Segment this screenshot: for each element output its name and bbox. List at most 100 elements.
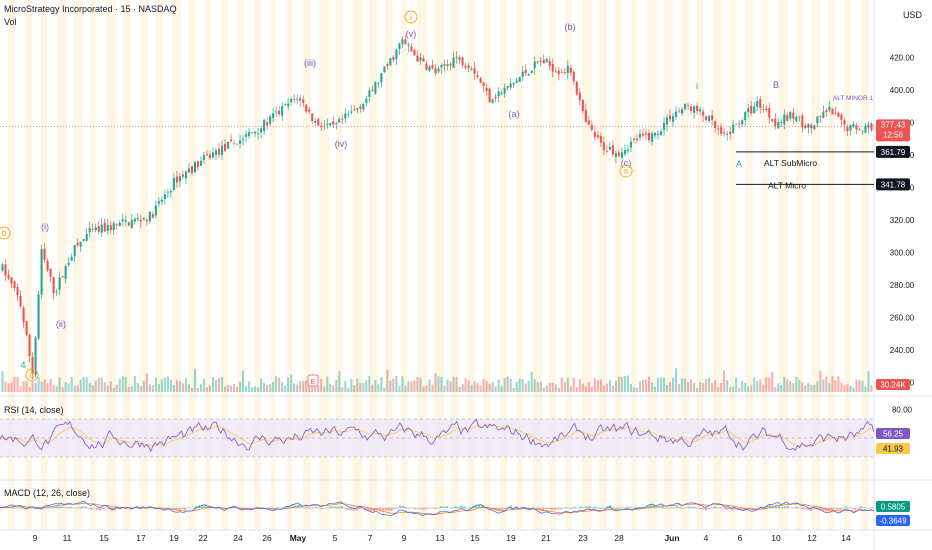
macd-histogram-bar — [332, 506, 335, 508]
macd-histogram-bar — [99, 508, 102, 511]
macd-histogram-bar — [358, 508, 361, 509]
candle-body — [464, 65, 467, 68]
session-band — [778, 0, 789, 530]
session-band — [368, 0, 378, 530]
candle-body — [169, 190, 172, 193]
macd-histogram-bar — [81, 506, 84, 508]
rsi-ma-line — [0, 425, 875, 447]
volume-bar — [296, 384, 299, 392]
macd-histogram-bar — [594, 506, 597, 508]
macd-histogram-bar — [346, 508, 350, 510]
candle-body — [136, 217, 139, 220]
macd-histogram-bar — [335, 506, 338, 508]
macd-histogram-bar — [780, 507, 784, 508]
countdown-value: 12:56 — [883, 130, 904, 139]
x-axis-tick: 10 — [771, 533, 781, 543]
session-band — [647, 0, 657, 530]
candle-body — [494, 96, 497, 99]
macd-histogram-bar — [145, 508, 148, 509]
candle-body — [43, 248, 46, 260]
macd-histogram-bar — [203, 504, 207, 508]
volume-bar — [7, 383, 10, 392]
candle-body — [40, 248, 43, 295]
session-band — [139, 0, 149, 530]
candle-body — [242, 139, 245, 140]
session-band — [40, 0, 48, 530]
volume-value: 30.24K — [880, 381, 906, 390]
macd-histogram-bar — [675, 506, 679, 508]
volume-bar — [112, 387, 115, 392]
volume-bar — [226, 384, 230, 392]
session-band — [614, 0, 622, 530]
volume-bar — [587, 381, 590, 392]
macd-histogram-bar — [565, 506, 568, 508]
macd-histogram-bar — [96, 508, 99, 510]
candle-body — [867, 124, 870, 128]
candle-body — [509, 83, 512, 88]
volume-bar — [539, 381, 542, 392]
volume-bar — [347, 387, 350, 392]
session-band — [631, 0, 637, 530]
volume-bar — [425, 385, 428, 392]
macd-histogram-bar — [661, 506, 664, 508]
volume-bar — [428, 379, 431, 392]
symbol-title[interactable]: MicroStrategy Incorporated · 15 · NASDAQ — [4, 4, 177, 14]
volume-bar — [735, 377, 738, 392]
macd-histogram-bar — [17, 507, 20, 508]
session-band — [549, 0, 556, 530]
volume-bar — [458, 386, 461, 392]
candle-body — [317, 119, 320, 126]
candle-body — [858, 128, 861, 130]
volume-bar — [644, 379, 648, 392]
macd-histogram-bar — [600, 508, 603, 509]
candle-body — [368, 90, 371, 97]
candle-body — [299, 98, 302, 101]
session-band — [286, 0, 292, 530]
macd-histogram-bar — [538, 508, 542, 511]
macd-histogram-bar — [273, 508, 277, 510]
macd-histogram-bar — [367, 508, 370, 511]
volume-bar — [235, 386, 239, 392]
volume-bar — [671, 377, 675, 392]
macd-histogram-bar — [515, 506, 518, 508]
candle-body — [611, 145, 614, 155]
macd-histogram-bar — [728, 508, 731, 510]
macd-histogram-bar — [699, 508, 702, 509]
candle-body — [254, 132, 257, 134]
volume-bar — [202, 378, 206, 392]
volume-bar — [118, 378, 121, 392]
macd-histogram-bar — [681, 508, 685, 509]
volume-bar — [786, 379, 789, 392]
rsi-title[interactable]: RSI (14, close) — [4, 405, 64, 415]
volume-bar — [290, 374, 293, 392]
volume-bar — [464, 378, 467, 392]
volume-bar — [623, 376, 626, 392]
candle-body — [154, 205, 157, 216]
candle-body — [554, 71, 557, 73]
candle-body — [187, 168, 190, 173]
macd-histogram-bar — [230, 507, 233, 508]
level-value: 361.79 — [881, 148, 906, 157]
volume-bar — [145, 373, 148, 392]
macd-histogram-bar — [305, 507, 309, 508]
macd-histogram-bar — [64, 507, 67, 508]
candle-body — [503, 87, 506, 94]
volume-bar — [136, 383, 139, 392]
candle-body — [533, 61, 536, 69]
volume-bar — [437, 376, 440, 392]
wave-label: ii — [624, 166, 628, 176]
volume-bar — [100, 377, 103, 392]
candle-body — [768, 107, 771, 118]
macd-histogram-bar — [402, 505, 405, 508]
candle-body — [738, 123, 741, 125]
candle-body — [284, 103, 287, 105]
volume-legend-label[interactable]: Vol — [4, 17, 17, 27]
macd-histogram-bar — [638, 507, 641, 508]
session-band — [729, 0, 736, 530]
candle-body — [572, 72, 575, 82]
volume-bar — [551, 382, 554, 392]
volume-bar — [771, 371, 774, 392]
macd-title[interactable]: MACD (12, 26, close) — [4, 488, 91, 498]
session-band — [188, 0, 197, 530]
